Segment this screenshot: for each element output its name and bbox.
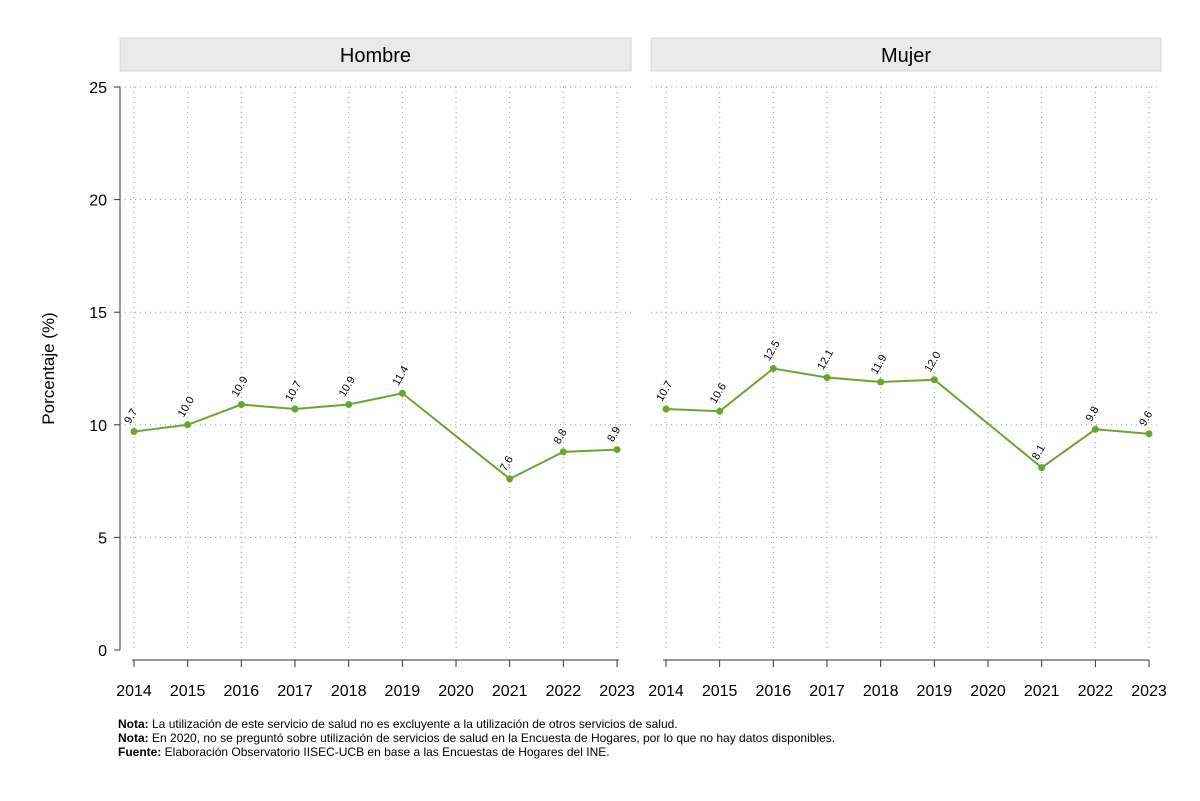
series-line-mujer (665, 367, 1150, 469)
data-label: 11.9 (869, 353, 890, 377)
panel-header-2 (650, 37, 1162, 72)
data-label: 12.1 (815, 347, 836, 372)
x-tick-label: 2022 (546, 683, 582, 700)
data-label: 8.9 (605, 425, 623, 444)
x-tick-label: 2014 (116, 683, 152, 700)
y-tick-label: 15 (89, 305, 107, 322)
panel-title-1: Hombre (340, 45, 411, 67)
data-label: 10.0 (176, 395, 197, 420)
x-tick-label: 2017 (277, 683, 313, 700)
data-label: 10.7 (654, 379, 675, 404)
y-tick-label: 0 (98, 643, 107, 660)
chart-notes: Nota: La utilización de este servicio de… (118, 717, 835, 759)
x-tick-label: 2023 (599, 683, 635, 700)
data-point (613, 446, 621, 454)
x-tick-label: 2023 (1131, 683, 1167, 700)
data-point (398, 389, 406, 397)
data-point (130, 428, 138, 436)
data-point (345, 401, 353, 409)
source-note-text: Elaboración Observatorio IISEC-UCB en ba… (161, 745, 610, 759)
data-point (1091, 425, 1099, 433)
data-label: 12.0 (923, 350, 944, 375)
note-2-label: Nota: (118, 731, 149, 745)
y-tick-label: 10 (89, 418, 107, 435)
y-tick-label: 25 (89, 80, 107, 97)
note-1-text: La utilización de este servicio de salud… (148, 717, 678, 731)
panel-title-2: Mujer (881, 45, 931, 67)
data-label: 11.4 (391, 364, 412, 388)
x-tick-label: 2014 (648, 683, 684, 700)
x-tick-label: 2022 (1078, 683, 1114, 700)
x-tick-label: 2016 (756, 683, 792, 700)
x-tick-label: 2020 (970, 683, 1006, 700)
data-label: 12.5 (762, 338, 783, 363)
x-tick-label: 2015 (702, 683, 738, 700)
note-1-label: Nota: (118, 717, 149, 731)
x-tick-label: 2015 (170, 683, 206, 700)
x-tick-label: 2017 (809, 683, 845, 700)
source-note-label: Fuente: (118, 745, 162, 759)
y-tick-label: 20 (89, 193, 107, 210)
x-tick-label: 2019 (385, 683, 421, 700)
source-note: Fuente: Elaboración Observatorio IISEC-U… (118, 745, 835, 759)
panel-header-1 (119, 37, 632, 72)
data-point (1145, 430, 1153, 438)
data-point (237, 401, 245, 409)
data-point (769, 365, 777, 372)
x-tick-label: 2021 (1024, 683, 1060, 700)
series-line-hombre (133, 392, 618, 481)
x-tick-label: 2016 (224, 683, 260, 700)
data-point (184, 421, 192, 429)
x-tick-label: 2018 (863, 683, 899, 700)
note-2: Nota: En 2020, no se preguntó sobre util… (118, 731, 835, 745)
note-2-text: En 2020, no se preguntó sobre utilizació… (148, 731, 836, 745)
data-label: 10.9 (337, 374, 358, 399)
data-label: 10.6 (708, 381, 729, 406)
data-point (877, 378, 885, 386)
data-point (506, 475, 514, 483)
data-label: 8.8 (552, 427, 570, 446)
y-tick-label: 5 (98, 530, 107, 547)
x-tick-label: 2019 (917, 683, 953, 700)
x-tick-label: 2021 (492, 683, 528, 700)
data-label: 9.6 (1137, 409, 1155, 428)
y-axis-title: Porcentaje (%) (39, 312, 58, 424)
x-tick-label: 2018 (331, 683, 367, 700)
x-tick-label: 2020 (438, 683, 474, 700)
data-point (716, 407, 724, 415)
data-point (291, 405, 299, 413)
data-point (1038, 464, 1046, 472)
data-point (930, 376, 938, 384)
data-label: 10.9 (230, 374, 251, 399)
data-label: 9.7 (122, 407, 140, 426)
data-label: 10.7 (283, 379, 304, 404)
data-label: 9.8 (1084, 405, 1102, 424)
data-point (662, 405, 670, 413)
data-point (823, 374, 831, 382)
data-point (559, 448, 567, 456)
note-1: Nota: La utilización de este servicio de… (118, 717, 835, 731)
